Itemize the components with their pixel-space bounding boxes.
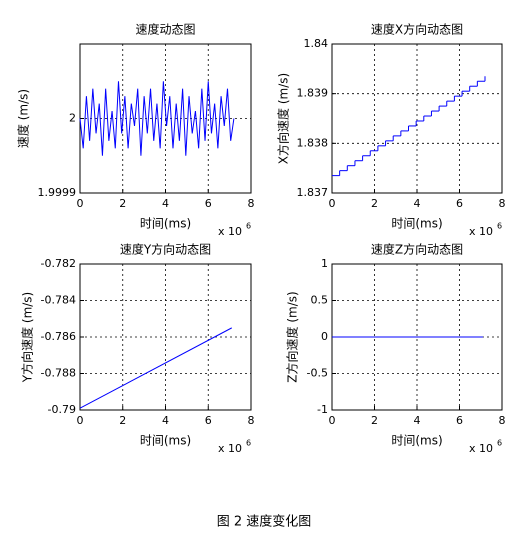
x-tick-label: 8 — [248, 197, 255, 210]
y-tick-label: -0.5 — [307, 367, 328, 380]
x-tick-label: 8 — [499, 414, 506, 427]
x-tick-label: 2 — [119, 414, 126, 427]
x-tick-label: 0 — [77, 414, 84, 427]
y-tick-label: 1.839 — [297, 87, 329, 100]
x-axis-label: 时间(ms) — [391, 217, 442, 231]
x-multiplier: x 10 — [469, 225, 493, 238]
y-tick-label: 0.5 — [311, 294, 329, 307]
y-tick-label: -0.788 — [41, 367, 76, 380]
x-multiplier: x 10 — [218, 442, 242, 455]
y-tick-label: 1.84 — [304, 37, 329, 50]
x-tick-label: 8 — [499, 197, 506, 210]
y-axis-label: 速度 (m/s) — [16, 89, 31, 148]
y-tick-label: 1.837 — [297, 186, 329, 199]
y-tick-label: -0.79 — [48, 403, 76, 416]
y-tick-label: -1 — [317, 403, 328, 416]
line-series — [79, 327, 232, 409]
x-exponent: 6 — [497, 222, 502, 231]
x-tick-label: 2 — [119, 197, 126, 210]
chart-title: 速度Z方向动态图 — [371, 242, 463, 257]
figure-caption: 图 2 速度变化图 — [217, 514, 312, 530]
x-tick-label: 6 — [456, 197, 463, 210]
x-tick-label: 6 — [205, 414, 212, 427]
y-axis-label: X方向速度 (m/s) — [276, 73, 291, 164]
x-tick-label: 4 — [162, 414, 169, 427]
x-tick-label: 2 — [371, 414, 378, 427]
y-tick-label: -0.786 — [41, 330, 76, 343]
axes-box — [332, 44, 502, 193]
y-axis-label: Y方向速度 (m/s) — [20, 292, 35, 384]
y-tick-label: 1.9999 — [38, 186, 77, 199]
chart-title: 速度动态图 — [135, 22, 195, 37]
x-tick-label: 0 — [329, 414, 336, 427]
y-tick-label: 1 — [321, 257, 328, 270]
line-series — [79, 81, 235, 156]
chart-title: 速度X方向动态图 — [371, 22, 463, 37]
x-tick-label: 6 — [456, 414, 463, 427]
y-tick-label: 1.838 — [297, 136, 329, 149]
x-tick-label: 0 — [329, 197, 336, 210]
x-tick-label: 0 — [77, 197, 84, 210]
axes-frame — [331, 43, 503, 194]
x-exponent: 6 — [497, 439, 502, 448]
x-tick-label: 2 — [371, 197, 378, 210]
x-axis-label: 时间(ms) — [140, 217, 191, 231]
y-tick-label: -0.784 — [41, 294, 76, 307]
x-multiplier: x 10 — [469, 442, 493, 455]
x-axis-label: 时间(ms) — [391, 434, 442, 448]
y-axis-label: Z方向速度 (m/s) — [285, 291, 300, 382]
chart-title: 速度Y方向动态图 — [120, 242, 211, 257]
x-tick-label: 4 — [414, 197, 421, 210]
x-axis-label: 时间(ms) — [140, 434, 191, 448]
y-tick-label: 2 — [69, 112, 76, 125]
x-exponent: 6 — [246, 222, 251, 231]
axes-frame — [79, 263, 252, 411]
x-tick-label: 6 — [205, 197, 212, 210]
x-tick-label: 8 — [248, 414, 255, 427]
x-tick-label: 4 — [162, 197, 169, 210]
x-tick-label: 4 — [414, 414, 421, 427]
y-tick-label: 0 — [321, 330, 328, 343]
y-tick-label: -0.782 — [41, 257, 76, 270]
x-exponent: 6 — [246, 439, 251, 448]
x-multiplier: x 10 — [218, 225, 242, 238]
